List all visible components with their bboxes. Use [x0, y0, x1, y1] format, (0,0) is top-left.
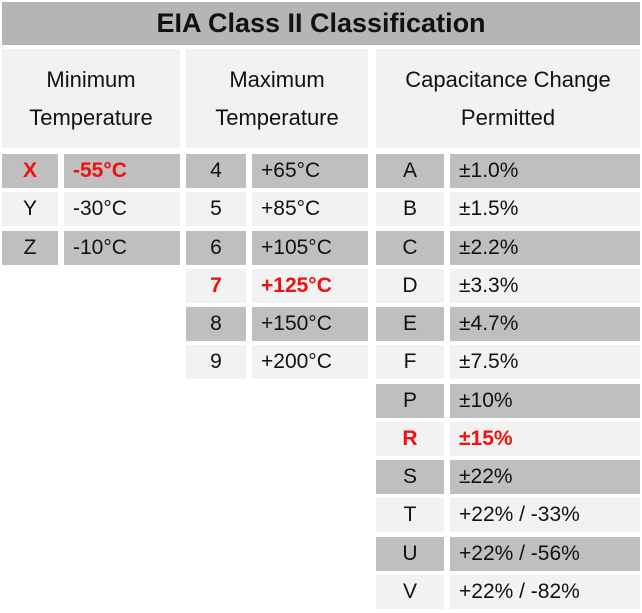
code-cell-5: 5: [186, 192, 246, 226]
value-cell-T: +22% / -33%: [450, 498, 640, 532]
code-cell-R: R: [376, 422, 444, 456]
header-capacitance-change: Capacitance Change Permitted: [376, 49, 640, 148]
code-cell-A: A: [376, 154, 444, 188]
code-cell-C: C: [376, 231, 444, 265]
header-line: Maximum: [229, 66, 325, 92]
value-cell-Z: -10°C: [64, 231, 180, 265]
code-cell-8: 8: [186, 307, 246, 341]
value-cell-7: +125°C: [252, 269, 368, 303]
table-title: EIA Class II Classification: [2, 2, 640, 45]
code-cell-E: E: [376, 307, 444, 341]
header-maximum-temperature: Maximum Temperature: [186, 49, 368, 148]
value-cell-8: +150°C: [252, 307, 368, 341]
code-cell-D: D: [376, 269, 444, 303]
code-cell-U: U: [376, 537, 444, 571]
header-line: Permitted: [460, 104, 556, 130]
code-cell-T: T: [376, 498, 444, 532]
code-cell-X: X: [2, 154, 58, 188]
code-cell-Z: Z: [2, 231, 58, 265]
value-cell-D: ±3.3%: [450, 269, 640, 303]
value-cell-6: +105°C: [252, 231, 368, 265]
code-cell-Y: Y: [2, 192, 58, 226]
value-cell-P: ±10%: [450, 384, 640, 418]
code-cell-9: 9: [186, 345, 246, 379]
value-cell-V: +22% / -82%: [450, 575, 640, 609]
value-cell-9: +200°C: [252, 345, 368, 379]
header-minimum-temperature: Minimum Temperature: [2, 49, 180, 148]
code-cell-4: 4: [186, 154, 246, 188]
header-line: Minimum: [46, 66, 136, 92]
code-cell-7: 7: [186, 269, 246, 303]
value-cell-C: ±2.2%: [450, 231, 640, 265]
code-cell-P: P: [376, 384, 444, 418]
value-cell-4: +65°C: [252, 154, 368, 188]
header-line: Capacitance Change: [405, 66, 611, 92]
code-cell-F: F: [376, 345, 444, 379]
code-cell-B: B: [376, 192, 444, 226]
code-cell-V: V: [376, 575, 444, 609]
value-cell-U: +22% / -56%: [450, 537, 640, 571]
value-cell-B: ±1.5%: [450, 192, 640, 226]
value-cell-A: ±1.0%: [450, 154, 640, 188]
value-cell-Y: -30°C: [64, 192, 180, 226]
value-cell-X: -55°C: [64, 154, 180, 188]
value-cell-5: +85°C: [252, 192, 368, 226]
header-line: Temperature: [215, 104, 339, 130]
header-line: Temperature: [29, 104, 153, 130]
value-cell-E: ±4.7%: [450, 307, 640, 341]
code-cell-S: S: [376, 460, 444, 494]
value-cell-S: ±22%: [450, 460, 640, 494]
value-cell-R: ±15%: [450, 422, 640, 456]
code-cell-6: 6: [186, 231, 246, 265]
value-cell-F: ±7.5%: [450, 345, 640, 379]
